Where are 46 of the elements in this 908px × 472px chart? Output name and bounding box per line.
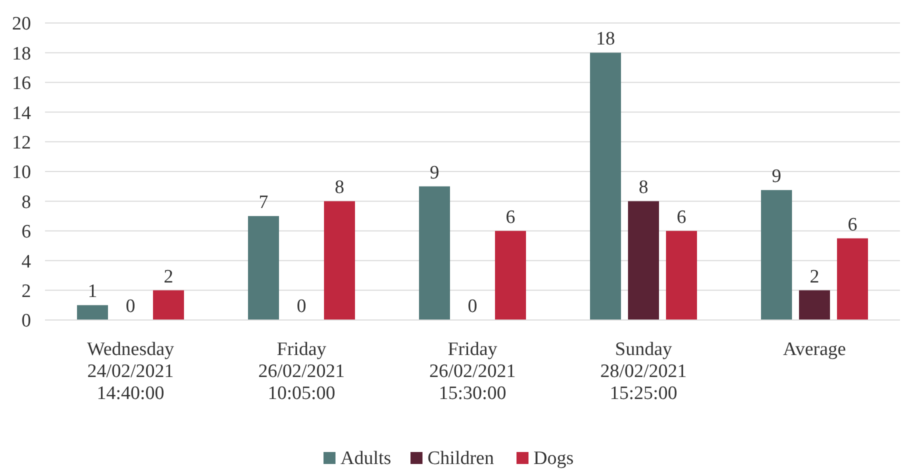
legend-label: Children — [428, 448, 494, 469]
x-tick-label: Friday 26/02/2021 10:05:00 — [258, 339, 345, 404]
x-tick-label: Average — [783, 339, 846, 360]
bar — [628, 201, 659, 320]
legend-label: Dogs — [534, 448, 574, 469]
x-tick-label: Wednesday 24/02/2021 14:40:00 — [86, 339, 175, 404]
bar — [77, 305, 108, 320]
bar — [590, 52, 621, 320]
y-tick-label: 0 — [22, 310, 31, 332]
data-label: 6 — [676, 206, 686, 228]
data-label: 2 — [810, 266, 820, 288]
data-label: 9 — [772, 166, 782, 188]
data-label: 7 — [258, 192, 268, 214]
y-tick-label: 6 — [22, 222, 31, 243]
bar — [837, 238, 868, 320]
data-label: 6 — [848, 214, 858, 236]
y-tick-label: 10 — [12, 162, 31, 184]
y-tick-label: 8 — [22, 192, 31, 213]
data-label: 9 — [430, 162, 440, 184]
data-label: 1 — [88, 281, 98, 302]
bar — [761, 190, 792, 320]
x-tick-label: Sunday 28/02/2021 15:25:00 — [600, 339, 687, 404]
y-tick-label: 4 — [22, 251, 32, 272]
bar — [666, 230, 697, 320]
data-label: 6 — [506, 206, 516, 228]
data-label: 8 — [638, 177, 648, 198]
y-tick-label: 18 — [12, 43, 31, 64]
data-label: 0 — [126, 296, 136, 317]
y-tick-label: 12 — [12, 132, 31, 154]
data-label: 18 — [596, 28, 615, 50]
bar — [153, 290, 184, 320]
x-tick-label: Friday 26/02/2021 15:30:00 — [429, 339, 516, 404]
y-tick-label: 16 — [12, 73, 31, 94]
y-tick-label: 2 — [22, 280, 31, 302]
bar — [495, 230, 526, 320]
data-label: 0 — [468, 296, 478, 317]
data-label: 2 — [164, 266, 174, 288]
y-tick-label: 20 — [12, 14, 31, 35]
bar — [324, 201, 355, 320]
data-label: 8 — [334, 177, 344, 198]
legend-label: Adults — [340, 448, 392, 469]
bar — [248, 216, 279, 320]
y-tick-label: 14 — [12, 102, 32, 124]
bar — [419, 186, 450, 320]
data-label: 0 — [296, 296, 306, 317]
bar — [799, 290, 830, 320]
